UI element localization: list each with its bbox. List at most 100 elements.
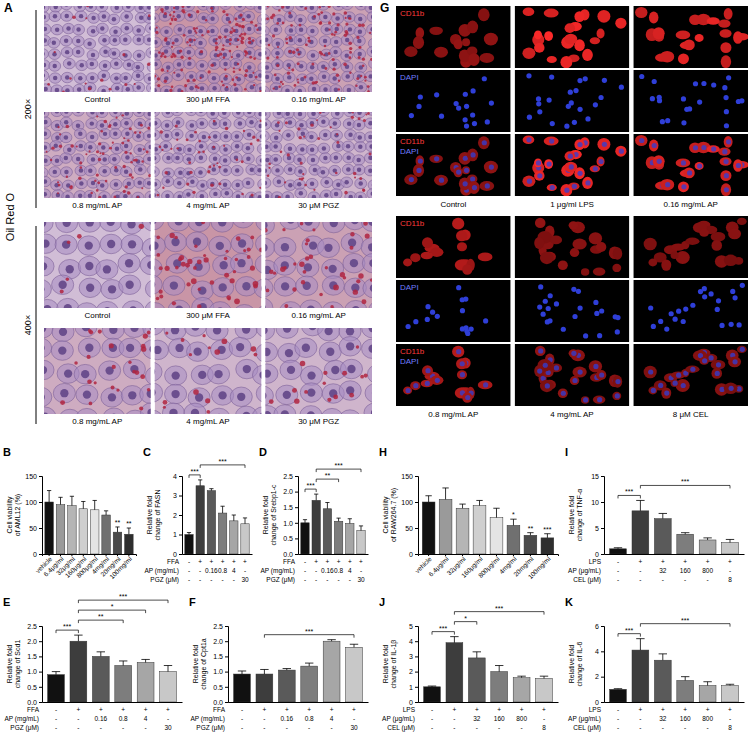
- cell: [72, 154, 84, 165]
- lipid-droplet: [147, 331, 151, 335]
- lipid-droplet: [236, 46, 238, 48]
- lipid-droplet: [267, 6, 269, 8]
- cell: [53, 383, 75, 403]
- nucleus: [171, 328, 179, 334]
- nucleus: [191, 409, 199, 414]
- lipid-droplet: [67, 240, 71, 244]
- cell: [319, 153, 331, 164]
- nucleus: [249, 6, 253, 7]
- nucleus: [220, 261, 228, 269]
- nucleus: [64, 39, 68, 43]
- cell: [364, 132, 372, 143]
- micrograph: [265, 6, 372, 92]
- nucleus: [258, 195, 262, 198]
- lipid-droplet: [292, 287, 296, 291]
- nucleus: [334, 192, 338, 196]
- lipid-droplet: [367, 112, 370, 115]
- nucleus: [44, 73, 45, 77]
- lipid-droplet: [205, 398, 210, 403]
- nucleus: [310, 147, 314, 151]
- cell: [155, 303, 166, 308]
- nucleus: [64, 6, 68, 7]
- dapi-nucleus: [456, 106, 461, 111]
- cell: [61, 167, 73, 178]
- cell: [300, 406, 322, 414]
- lipid-droplet: [364, 76, 367, 79]
- lipid-droplet: [109, 124, 112, 127]
- nucleus: [289, 28, 293, 32]
- lipid-droplet: [109, 88, 112, 91]
- nucleus: [147, 181, 151, 185]
- cell: [209, 302, 231, 308]
- cell: [305, 73, 317, 84]
- lipid-droplet: [317, 13, 320, 16]
- nucleus: [129, 306, 137, 308]
- nucleus: [210, 112, 214, 116]
- lipid-droplet: [76, 146, 78, 148]
- nucleus: [324, 193, 328, 197]
- nucleus: [125, 132, 129, 136]
- lipid-droplet: [238, 24, 241, 27]
- nucleus: [265, 158, 269, 162]
- nucleus: [177, 195, 181, 198]
- dapi-nucleus: [472, 121, 477, 126]
- cell: [273, 176, 285, 187]
- cell: [144, 112, 151, 119]
- lipid-droplet: [299, 24, 302, 27]
- cell: [207, 14, 219, 25]
- lipid-droplet: [333, 285, 339, 291]
- image-caption: 300 μM FFA: [186, 95, 230, 104]
- nucleus: [44, 305, 51, 308]
- image-caption: Control: [84, 95, 110, 104]
- cell: [183, 47, 195, 58]
- lipid-droplet: [316, 81, 318, 83]
- cell: [307, 155, 319, 166]
- image-background: [44, 328, 151, 414]
- cell: [321, 408, 343, 414]
- cell: [162, 62, 174, 73]
- nucleus: [175, 306, 183, 308]
- nucleus: [107, 240, 115, 248]
- nucleus: [300, 147, 304, 151]
- lipid-droplet: [288, 36, 292, 40]
- lipid-droplet: [224, 273, 229, 278]
- micrograph: [44, 112, 151, 198]
- lipid-droplet: [303, 76, 306, 79]
- dapi-nucleus: [598, 95, 603, 100]
- nucleus: [124, 144, 128, 148]
- dapi-nucleus: [470, 112, 475, 117]
- lipid-droplet: [66, 125, 70, 129]
- lipid-droplet: [265, 228, 267, 232]
- nucleus: [299, 64, 303, 68]
- nucleus: [276, 6, 280, 7]
- cell: [121, 23, 133, 33]
- lipid-droplet: [210, 7, 213, 10]
- image-background: [155, 6, 262, 92]
- cell: [243, 11, 255, 22]
- nucleus: [298, 112, 302, 116]
- lipid-droplet: [208, 70, 211, 73]
- lipid-droplet: [130, 152, 132, 154]
- lipid-droplet: [226, 13, 229, 16]
- cell: [44, 176, 51, 187]
- lipid-droplet: [69, 77, 71, 79]
- lipid-droplet: [124, 83, 127, 86]
- cell: [44, 407, 56, 414]
- nucleus: [312, 195, 316, 198]
- cell: [306, 144, 318, 155]
- lipid-droplet: [59, 133, 61, 135]
- lipid-droplet: [282, 22, 285, 25]
- nucleus: [149, 345, 150, 353]
- cell: [283, 72, 295, 83]
- cell: [60, 132, 72, 143]
- cell: [173, 59, 185, 70]
- nucleus: [265, 38, 268, 42]
- lipid-droplet: [272, 34, 275, 37]
- nucleus: [103, 64, 107, 68]
- lipid-droplet: [96, 150, 99, 153]
- lipid-droplet: [353, 172, 357, 176]
- cd11b-cell: [484, 161, 498, 174]
- cell: [86, 59, 98, 69]
- lipid-droplet: [233, 270, 236, 273]
- cd11b-cell: [534, 43, 544, 53]
